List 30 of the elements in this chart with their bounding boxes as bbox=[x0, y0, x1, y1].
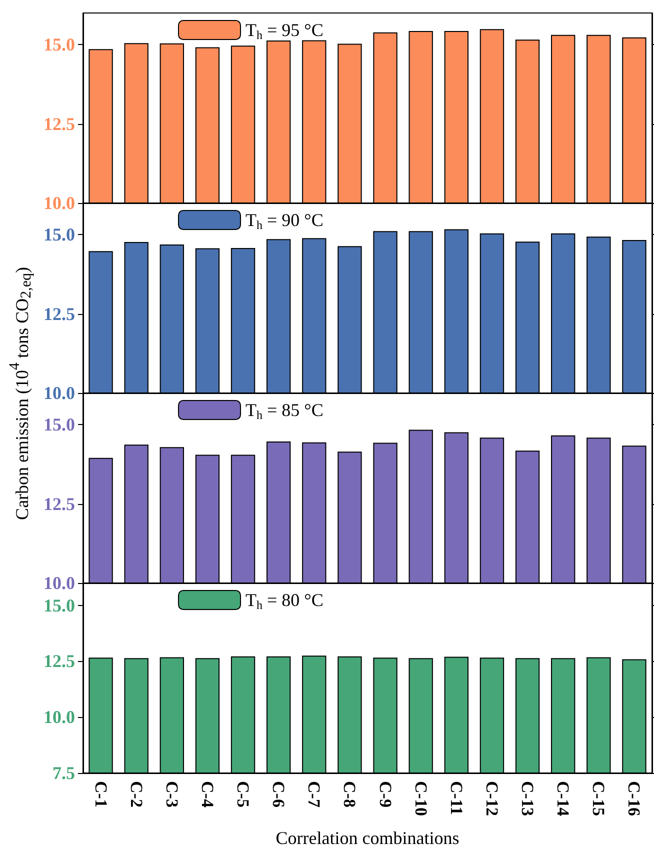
y-tick-label: 12.5 bbox=[44, 651, 75, 672]
x-tick-label: C-12 bbox=[482, 781, 502, 816]
y-tick-label: 10.0 bbox=[44, 193, 75, 213]
y-tick-label: 15.0 bbox=[44, 414, 75, 435]
x-tick-label: C-7 bbox=[304, 781, 324, 808]
y-tick-label: 12.5 bbox=[44, 494, 75, 514]
y-tick-label: 15.0 bbox=[44, 34, 75, 55]
x-tick-label: C-2 bbox=[126, 781, 146, 808]
y-tick-label: 15.0 bbox=[44, 224, 75, 245]
x-axis-title: Correlation combinations bbox=[276, 828, 460, 848]
y-tick-label: 10.0 bbox=[44, 573, 75, 593]
x-tick-label: C-16 bbox=[624, 781, 644, 816]
x-tick-label: C-15 bbox=[589, 781, 608, 816]
x-tick-label: C-9 bbox=[376, 781, 395, 808]
x-tick-label: C-8 bbox=[340, 781, 360, 808]
x-tick-label: C-10 bbox=[411, 781, 430, 816]
x-tick-label: C-4 bbox=[198, 781, 217, 808]
y-tick-label: 15.0 bbox=[44, 595, 75, 616]
x-tick-label: C-1 bbox=[91, 781, 110, 808]
y-tick-label: 10.0 bbox=[44, 707, 75, 728]
y-tick-label: 12.5 bbox=[44, 304, 75, 324]
y-tick-label: 10.0 bbox=[44, 383, 75, 403]
y-tick-label: 7.5 bbox=[52, 763, 75, 783]
x-tick-label: C-5 bbox=[234, 781, 253, 808]
x-tick-label: C-14 bbox=[554, 781, 573, 816]
y-tick-label: 12.5 bbox=[44, 114, 75, 134]
x-tick-label: C-6 bbox=[269, 781, 288, 808]
x-tick-label: C-13 bbox=[518, 781, 538, 816]
x-tick-label: C-11 bbox=[446, 781, 466, 815]
x-tick-label: C-3 bbox=[162, 781, 182, 808]
